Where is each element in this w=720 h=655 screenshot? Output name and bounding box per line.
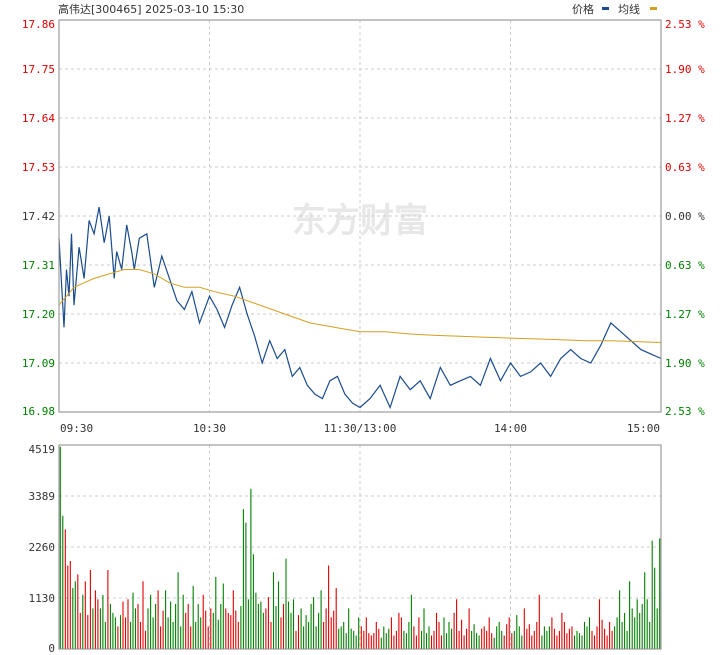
- price-tick-label: 17.09: [22, 357, 55, 370]
- price-panel-frame: [58, 19, 662, 413]
- percent-tick-label: 0.63 %: [665, 259, 705, 272]
- price-axis: 17.86 17.75 17.64 17.53 17.42 17.31 17.20 17.09…: [22, 18, 55, 418]
- volume-tick-label: 1130: [29, 592, 56, 605]
- time-tick-label: 10:30: [193, 422, 226, 435]
- time-tick-label: 09:30: [60, 422, 93, 435]
- price-tick-label: 17.20: [22, 308, 55, 321]
- percent-tick-label: 0.63 %: [665, 161, 705, 174]
- price-tick-label: 17.75: [22, 63, 55, 76]
- price-grid: [59, 20, 661, 412]
- legend-avg-swatch: [650, 7, 657, 10]
- time-tick-label: 14:00: [494, 422, 527, 435]
- price-tick-label: 17.42: [22, 210, 55, 223]
- price-tick-label: 17.64: [22, 112, 55, 125]
- percent-tick-label: 1.27 %: [665, 308, 705, 321]
- percent-axis: 2.53 % 1.90 % 1.27 % 0.63 % 0.00 % 0.63 % 1.27…: [665, 18, 705, 418]
- time-tick-label: 15:00: [627, 422, 660, 435]
- volume-panel-frame: [58, 444, 662, 650]
- percent-tick-label: 1.90 %: [665, 357, 705, 370]
- legend-avg-label: 均线: [618, 2, 640, 16]
- percent-tick-label: 1.27 %: [665, 112, 705, 125]
- average-series-line: [58, 269, 662, 343]
- volume-axis: 4519 3389 2260 1130 0: [29, 443, 56, 655]
- volume-tick-label: 2260: [29, 541, 56, 554]
- price-tick-label: 16.98: [22, 405, 55, 418]
- price-tick-label: 17.53: [22, 161, 55, 174]
- price-lines: [58, 206, 662, 410]
- volume-tick-label: 3389: [29, 490, 56, 503]
- percent-tick-label: 2.53 %: [665, 405, 705, 418]
- volume-tick-label: 4519: [29, 443, 56, 456]
- legend-price-swatch: [602, 7, 609, 10]
- legend-price-label: 价格: [572, 2, 594, 16]
- time-tick-label: 11:30/13:00: [324, 422, 397, 435]
- volume-grid: [59, 445, 661, 649]
- volume-tick-label: 0: [48, 642, 55, 655]
- percent-tick-label: 0.00 %: [665, 210, 705, 223]
- time-axis: 09:30 10:30 11:30/13:00 14:00 15:00: [60, 422, 660, 435]
- price-tick-label: 17.31: [22, 259, 55, 272]
- price-series-line: [58, 206, 662, 410]
- percent-tick-label: 2.53 %: [665, 18, 705, 31]
- price-tick-label: 17.86: [22, 18, 55, 31]
- chart-title: 高伟达[300465] 2025-03-10 15:30: [58, 2, 244, 16]
- volume-bars: [59, 446, 661, 649]
- percent-tick-label: 1.90 %: [665, 63, 705, 76]
